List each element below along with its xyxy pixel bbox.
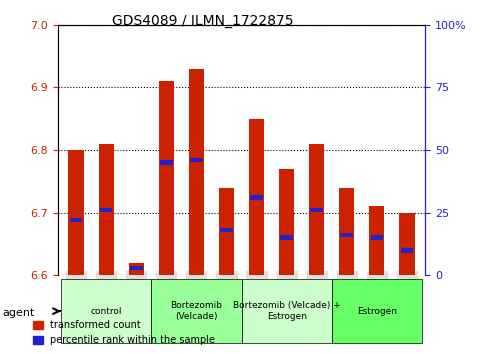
Bar xyxy=(250,195,263,200)
FancyBboxPatch shape xyxy=(151,279,242,343)
Bar xyxy=(189,69,204,275)
Bar xyxy=(130,266,142,270)
FancyBboxPatch shape xyxy=(242,279,332,343)
Text: Estrogen: Estrogen xyxy=(357,307,397,316)
FancyBboxPatch shape xyxy=(61,279,151,343)
Bar xyxy=(369,206,384,275)
Bar xyxy=(370,235,384,240)
Bar xyxy=(220,228,233,233)
Bar xyxy=(160,160,173,165)
Text: GDS4089 / ILMN_1722875: GDS4089 / ILMN_1722875 xyxy=(112,14,294,28)
Bar xyxy=(400,248,413,252)
Bar xyxy=(219,188,234,275)
Bar xyxy=(309,144,324,275)
Bar xyxy=(159,81,174,275)
Bar xyxy=(399,213,414,275)
Bar xyxy=(99,144,114,275)
Bar xyxy=(69,150,84,275)
Legend: transformed count, percentile rank within the sample: transformed count, percentile rank withi… xyxy=(29,316,219,349)
Text: agent: agent xyxy=(2,308,35,318)
Bar xyxy=(70,218,83,222)
Bar xyxy=(311,208,323,212)
Text: Bortezomib
(Velcade): Bortezomib (Velcade) xyxy=(170,301,222,321)
Bar xyxy=(280,235,293,240)
Bar xyxy=(99,208,113,212)
FancyBboxPatch shape xyxy=(332,279,422,343)
Text: Bortezomib (Velcade) +
Estrogen: Bortezomib (Velcade) + Estrogen xyxy=(233,301,341,321)
Bar xyxy=(339,188,355,275)
Bar xyxy=(190,158,203,162)
Text: control: control xyxy=(90,307,122,316)
Bar xyxy=(249,119,264,275)
Bar xyxy=(341,233,353,238)
Bar xyxy=(279,169,294,275)
Bar xyxy=(128,263,144,275)
